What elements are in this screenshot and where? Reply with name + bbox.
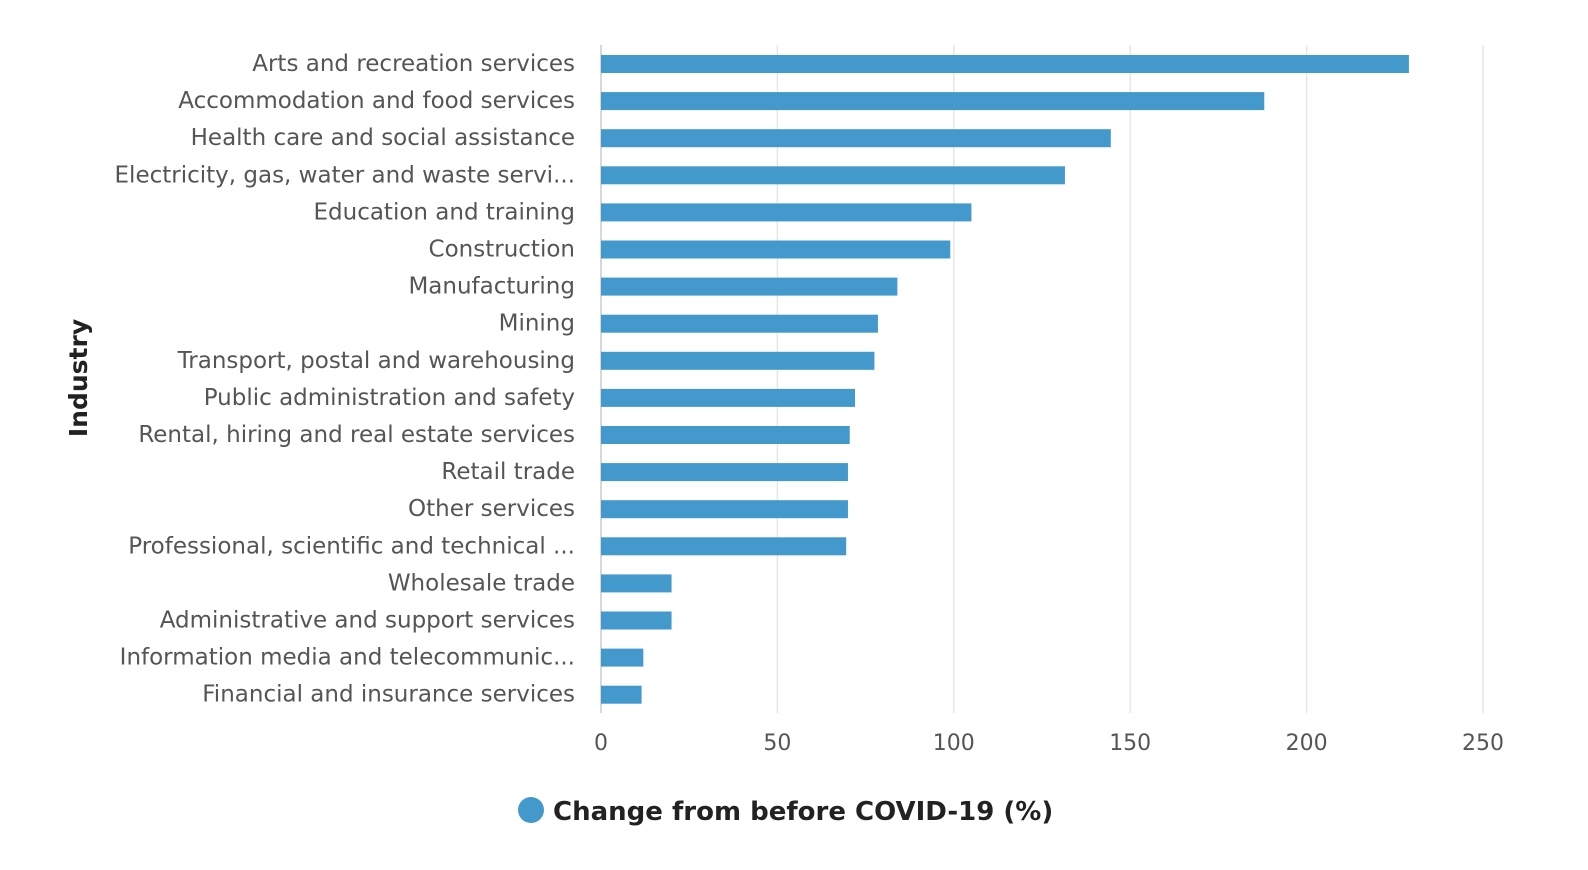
legend-marker-icon [518, 797, 544, 823]
x-tick-label-250: 250 [1462, 731, 1504, 756]
bar-2[interactable] [601, 129, 1111, 148]
category-label-0: Arts and recreation services [252, 51, 575, 77]
category-label-13: Professional, scientific and technical .… [128, 533, 575, 559]
x-tick-label-200: 200 [1286, 731, 1328, 756]
legend[interactable]: Change from before COVID-19 (%) [518, 797, 1053, 827]
category-label-1: Accommodation and food services [178, 88, 575, 114]
x-tick-label-100: 100 [933, 731, 975, 756]
bar-5[interactable] [601, 240, 951, 259]
category-label-17: Financial and insurance services [202, 682, 575, 708]
bar-15[interactable] [601, 611, 672, 630]
bar-13[interactable] [601, 537, 847, 556]
legend-label: Change from before COVID-19 (%) [553, 797, 1053, 827]
category-label-7: Mining [499, 311, 575, 337]
bar-6[interactable] [601, 277, 898, 296]
category-label-14: Wholesale trade [388, 570, 575, 596]
category-label-15: Administrative and support services [160, 608, 575, 634]
category-label-6: Manufacturing [408, 274, 575, 300]
category-label-10: Rental, hiring and real estate services [138, 422, 575, 448]
bar-16[interactable] [601, 648, 644, 667]
x-tick-labels: 0 50 100 150 200 250 [594, 731, 1504, 756]
bar-14[interactable] [601, 574, 672, 593]
bar-7[interactable] [601, 314, 878, 333]
y-axis-title: Industry [64, 319, 93, 437]
bar-3[interactable] [601, 166, 1065, 185]
category-label-11: Retail trade [441, 459, 575, 485]
x-tick-label-150: 150 [1109, 731, 1151, 756]
bar-17[interactable] [601, 685, 642, 704]
category-label-4: Education and training [313, 199, 575, 225]
bar-1[interactable] [601, 92, 1265, 111]
x-tick-label-0: 0 [594, 731, 608, 756]
category-label-3: Electricity, gas, water and waste servi.… [115, 162, 575, 188]
category-label-8: Transport, postal and warehousing [177, 348, 575, 374]
grid-lines [600, 45, 1484, 713]
bars [601, 55, 1409, 704]
category-labels: Arts and recreation services Accommodatio… [115, 51, 575, 708]
category-label-5: Construction [429, 237, 575, 263]
bar-8[interactable] [601, 351, 875, 370]
bar-12[interactable] [601, 500, 848, 519]
bar-9[interactable] [601, 388, 856, 407]
bar-11[interactable] [601, 463, 848, 482]
bar-0[interactable] [601, 55, 1409, 73]
category-label-16: Information media and telecommunic... [120, 645, 575, 671]
category-label-12: Other services [408, 496, 575, 522]
bar-4[interactable] [601, 203, 972, 222]
x-tick-label-50: 50 [763, 731, 791, 756]
category-label-9: Public administration and safety [204, 385, 575, 411]
bar-10[interactable] [601, 426, 850, 444]
category-label-2: Health care and social assistance [191, 125, 575, 151]
